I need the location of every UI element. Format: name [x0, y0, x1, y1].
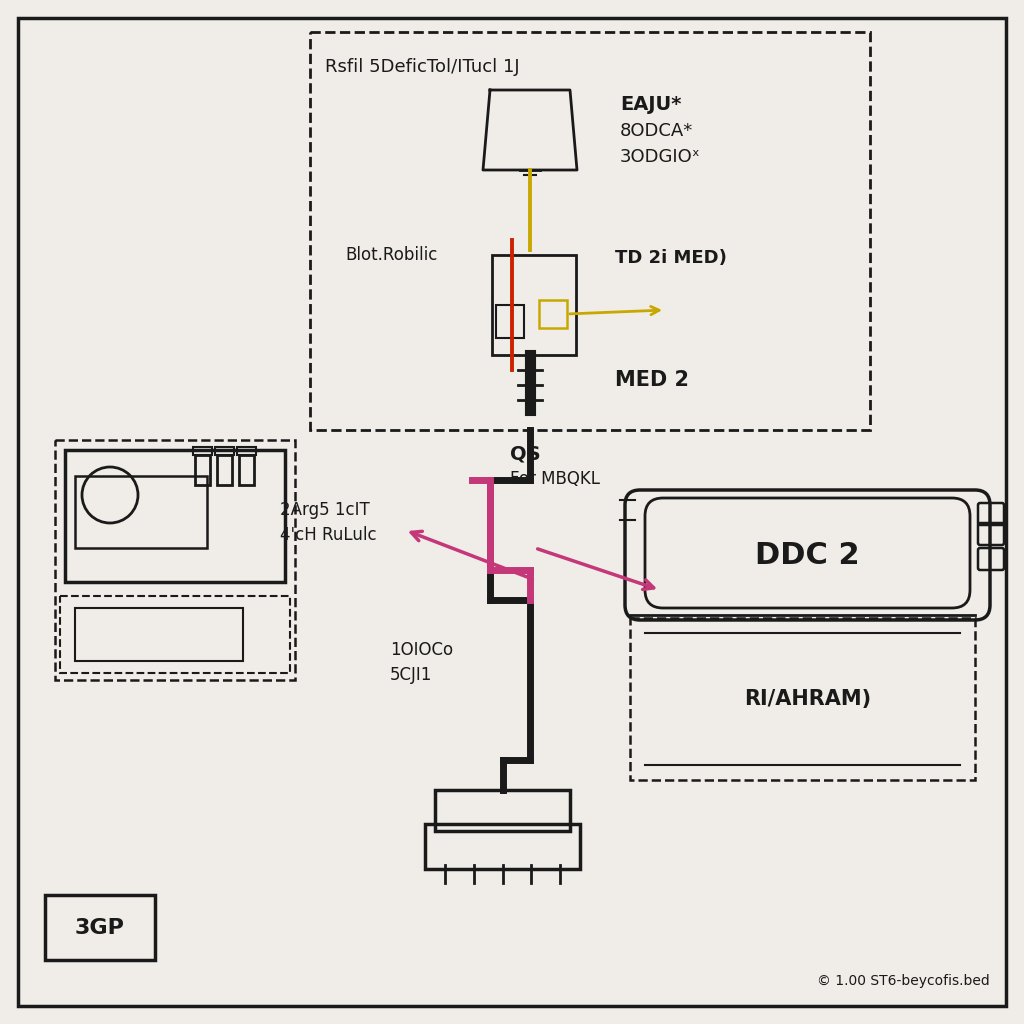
Text: 5CJI1: 5CJI1 — [390, 666, 432, 684]
Text: 8ODCA*: 8ODCA* — [620, 122, 693, 140]
Text: TD 2i MED): TD 2i MED) — [615, 249, 727, 267]
Text: Rsfil 5DeficTol/ITucl 1J: Rsfil 5DeficTol/ITucl 1J — [325, 58, 519, 76]
Text: 4'cH RuLulc: 4'cH RuLulc — [280, 526, 377, 544]
Text: For MBQKL: For MBQKL — [510, 470, 600, 488]
Text: QS: QS — [510, 445, 541, 464]
Text: Blot.Robilic: Blot.Robilic — [345, 246, 437, 264]
Text: © 1.00 ST6-beycofis.bed: © 1.00 ST6-beycofis.bed — [817, 974, 990, 988]
Text: DDC 2: DDC 2 — [755, 541, 860, 569]
Text: 3ODGIOˣ: 3ODGIOˣ — [620, 148, 700, 166]
Text: 3GP: 3GP — [75, 918, 125, 938]
Text: RI/AHRAM): RI/AHRAM) — [744, 689, 871, 709]
Text: 1OIOCo: 1OIOCo — [390, 641, 454, 659]
Text: MED 2: MED 2 — [615, 370, 689, 390]
Text: 2Arg5 1cIT: 2Arg5 1cIT — [280, 501, 370, 519]
Text: EAJU*: EAJU* — [620, 95, 681, 114]
